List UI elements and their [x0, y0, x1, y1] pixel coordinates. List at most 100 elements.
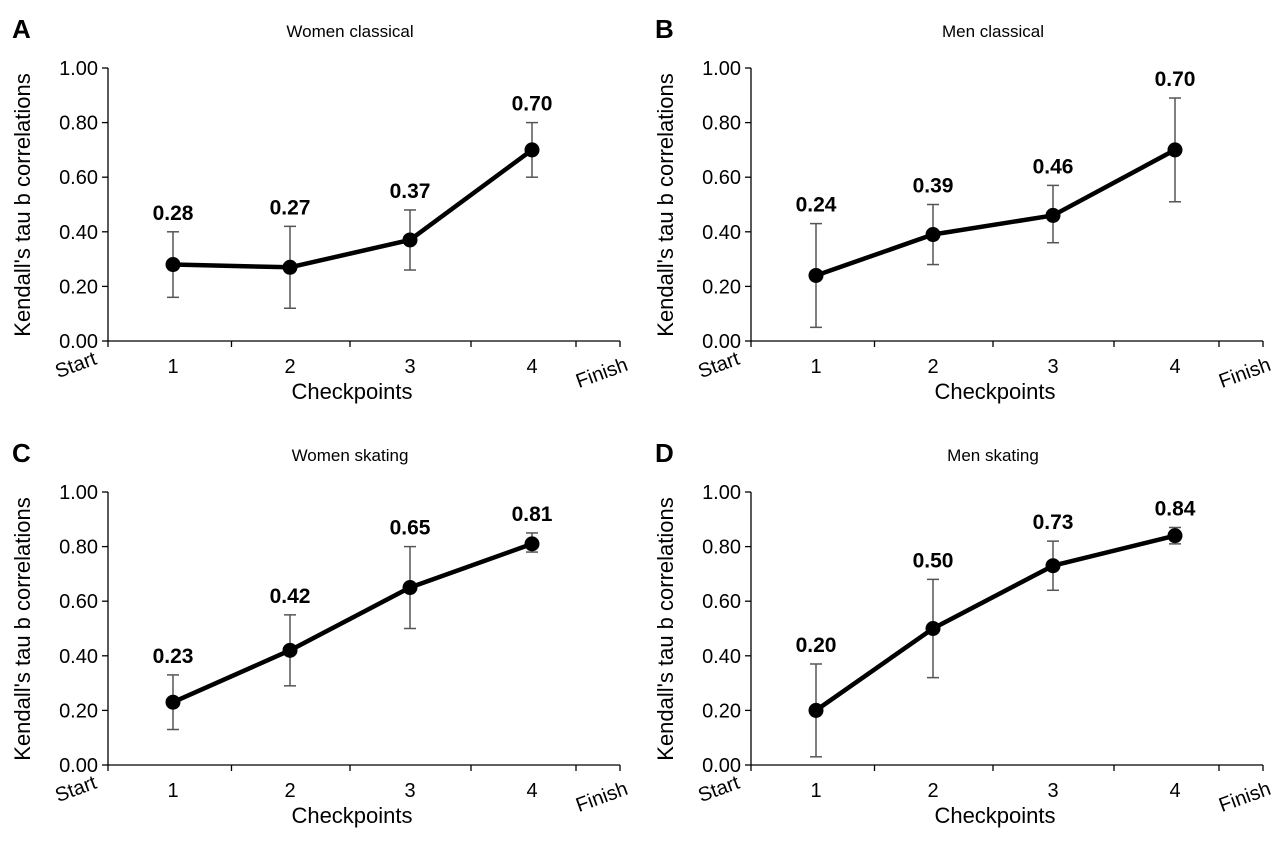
- y-axis-label: Kendall's tau b correlations: [653, 497, 678, 760]
- y-tick-label: 1.00: [702, 482, 741, 504]
- chart-panel-c: C Women skating Kendall's tau b correlatio…: [0, 424, 643, 847]
- y-tick-label: 0.20: [59, 276, 98, 298]
- y-axis-label: Kendall's tau b correlations: [10, 497, 35, 760]
- data-point: [1167, 528, 1183, 544]
- data-label: 0.84: [1155, 497, 1196, 520]
- y-tick-label: 1.00: [702, 58, 741, 80]
- panel-letter: A: [12, 14, 31, 44]
- data-point: [524, 142, 540, 158]
- data-point: [282, 259, 298, 275]
- data-label: 0.23: [153, 645, 194, 668]
- data-label: 0.39: [913, 175, 954, 198]
- x-tick-label: 2: [284, 780, 295, 802]
- data-point: [1045, 558, 1061, 574]
- y-tick-label: 0.00: [59, 331, 98, 353]
- x-tick-label: 4: [1169, 356, 1180, 378]
- x-axis-label: Checkpoints: [291, 379, 412, 404]
- y-tick-label: 0.80: [702, 113, 741, 135]
- y-tick-label: 0.20: [702, 276, 741, 298]
- series-line: [172, 541, 533, 705]
- x-tick-label: 3: [404, 356, 415, 378]
- x-tick-label-finish: Finish: [573, 778, 631, 817]
- data-label: 0.37: [390, 180, 431, 203]
- data-point: [282, 642, 298, 658]
- data-point: [524, 536, 540, 552]
- series-line: [172, 148, 534, 270]
- y-tick-label: 0.40: [59, 222, 98, 244]
- data-label: 0.28: [153, 202, 194, 225]
- data-point: [402, 580, 418, 596]
- panel-letter: C: [12, 438, 31, 468]
- x-tick-label: 3: [1047, 780, 1058, 802]
- data-label: 0.65: [390, 517, 431, 540]
- data-point: [1167, 142, 1183, 158]
- x-tick-label: 1: [167, 780, 178, 802]
- panel-letter: D: [655, 438, 674, 468]
- data-label: 0.46: [1033, 155, 1074, 178]
- y-tick-label: 0.60: [702, 591, 741, 613]
- data-point: [165, 694, 181, 710]
- chart-panel-d: D Men skating Kendall's tau b correlations…: [643, 424, 1286, 847]
- series-line: [814, 533, 1176, 713]
- data-point: [808, 267, 824, 283]
- x-tick-label: 2: [927, 780, 938, 802]
- data-label: 0.24: [796, 194, 837, 217]
- y-tick-label: 0.20: [702, 700, 741, 722]
- chart-svg-b: B Men classical Kendall's tau b correlatio…: [653, 14, 1274, 404]
- x-tick-label-finish: Finish: [1216, 354, 1274, 393]
- y-tick-label: 0.40: [702, 222, 741, 244]
- data-point: [402, 232, 418, 248]
- y-axis-label: Kendall's tau b correlations: [653, 73, 678, 336]
- y-tick-label: 0.80: [59, 537, 98, 559]
- x-tick-label: 1: [810, 780, 821, 802]
- y-tick-label: 0.60: [59, 167, 98, 189]
- x-tick-label: 3: [1047, 356, 1058, 378]
- data-label: 0.70: [512, 93, 553, 116]
- y-tick-label: 0.00: [702, 755, 741, 777]
- chart-svg-d: D Men skating Kendall's tau b correlations…: [653, 438, 1274, 828]
- data-label: 0.73: [1033, 511, 1074, 534]
- chart-panel-b: B Men classical Kendall's tau b correlatio…: [643, 0, 1286, 423]
- data-label: 0.20: [796, 634, 837, 657]
- chart-svg-a: A Women classical Kendall's tau b correlat…: [10, 14, 631, 404]
- y-tick-label: 0.00: [702, 331, 741, 353]
- x-tick-label: 4: [526, 356, 537, 378]
- data-label: 0.42: [270, 585, 311, 608]
- y-tick-label: 0.60: [702, 167, 741, 189]
- x-axis-label: Checkpoints: [291, 803, 412, 828]
- chart-panel-a: A Women classical Kendall's tau b correlat…: [0, 0, 643, 423]
- data-point: [165, 257, 181, 273]
- data-label: 0.50: [913, 549, 954, 572]
- x-tick-label: 2: [927, 356, 938, 378]
- y-tick-label: 0.20: [59, 700, 98, 722]
- y-axis-label: Kendall's tau b correlations: [10, 73, 35, 336]
- chart-title: Women classical: [286, 22, 413, 41]
- series-line: [815, 147, 1177, 278]
- chart-title: Women skating: [292, 446, 409, 465]
- x-tick-label-finish: Finish: [1216, 778, 1274, 817]
- y-tick-label: 1.00: [59, 58, 98, 80]
- x-tick-label: 3: [404, 780, 415, 802]
- data-point: [808, 702, 824, 718]
- data-point: [925, 227, 941, 243]
- panel-letter: B: [655, 14, 674, 44]
- data-label: 0.70: [1155, 68, 1196, 91]
- x-tick-label: 1: [810, 356, 821, 378]
- y-tick-label: 0.80: [59, 113, 98, 135]
- y-tick-label: 0.40: [59, 646, 98, 668]
- data-label: 0.27: [270, 196, 311, 219]
- data-point: [925, 621, 941, 636]
- y-tick-label: 1.00: [59, 482, 98, 504]
- y-tick-label: 0.40: [702, 646, 741, 668]
- y-tick-label: 0.60: [59, 591, 98, 613]
- chart-title: Men skating: [947, 446, 1039, 465]
- x-axis-label: Checkpoints: [934, 803, 1055, 828]
- y-tick-label: 0.80: [702, 537, 741, 559]
- chart-title: Men classical: [942, 22, 1044, 41]
- data-label: 0.81: [512, 503, 553, 526]
- x-axis-label: Checkpoints: [934, 379, 1055, 404]
- x-tick-label: 2: [284, 356, 295, 378]
- x-tick-label: 1: [167, 356, 178, 378]
- x-tick-label: 4: [526, 780, 537, 802]
- y-tick-label: 0.00: [59, 755, 98, 777]
